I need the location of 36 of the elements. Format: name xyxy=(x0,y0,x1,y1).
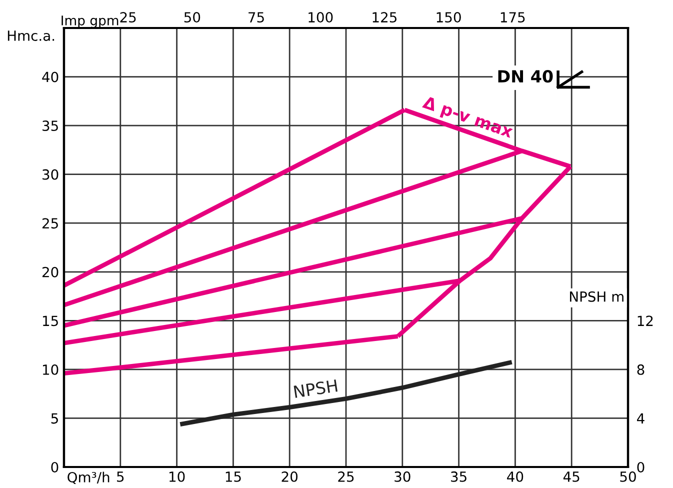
x2-tick-label: 25 xyxy=(120,12,136,23)
y-tick-label: 15 xyxy=(42,316,58,326)
x2-tick-label: 100 xyxy=(308,12,333,23)
y2-tick-label: 0 xyxy=(637,462,644,472)
y2-axis-title: NPSH m xyxy=(570,291,624,302)
y2-tick-label: 4 xyxy=(637,413,644,424)
y-tick-label: 10 xyxy=(42,364,58,375)
x2-tick-label: 150 xyxy=(436,12,461,23)
y-tick-label: 20 xyxy=(42,266,58,278)
x-tick-label: 40 xyxy=(507,471,524,482)
y-tick-label: 25 xyxy=(42,218,58,229)
y-tick-label: 40 xyxy=(42,72,58,82)
text: Δ p-v max xyxy=(420,96,514,142)
x-axis-title: Qm³/h xyxy=(68,472,110,484)
x2-tick-label: 125 xyxy=(372,12,396,23)
x-tick-label: 5 xyxy=(117,472,124,482)
x2-tick-label: 175 xyxy=(500,12,525,23)
x-tick-label: 25 xyxy=(338,471,354,482)
x-tick-label: 10 xyxy=(169,471,185,482)
x-tick-label: 50 xyxy=(620,471,636,482)
y2-tick-label: 12 xyxy=(638,316,653,326)
y-tick-label: 35 xyxy=(42,120,58,132)
x-tick-label: 30 xyxy=(394,471,410,482)
x2-tick-label: 75 xyxy=(248,12,264,23)
x-tick-label: 15 xyxy=(226,472,241,482)
y-tick-label: 0 xyxy=(51,462,58,472)
annotation: DN 40 xyxy=(498,70,553,83)
x-tick-label: 45 xyxy=(563,472,580,482)
y-axis-title: Hmc.a. xyxy=(8,30,54,41)
x-tick-label: 20 xyxy=(282,471,298,482)
x-tick-label: 35 xyxy=(451,471,466,482)
y-tick-label: 30 xyxy=(42,169,58,180)
y-tick-label: 5 xyxy=(51,413,58,424)
x2-tick-label: 50 xyxy=(184,12,200,23)
y2-tick-label: 8 xyxy=(637,364,644,375)
text: NPSH xyxy=(294,379,338,398)
